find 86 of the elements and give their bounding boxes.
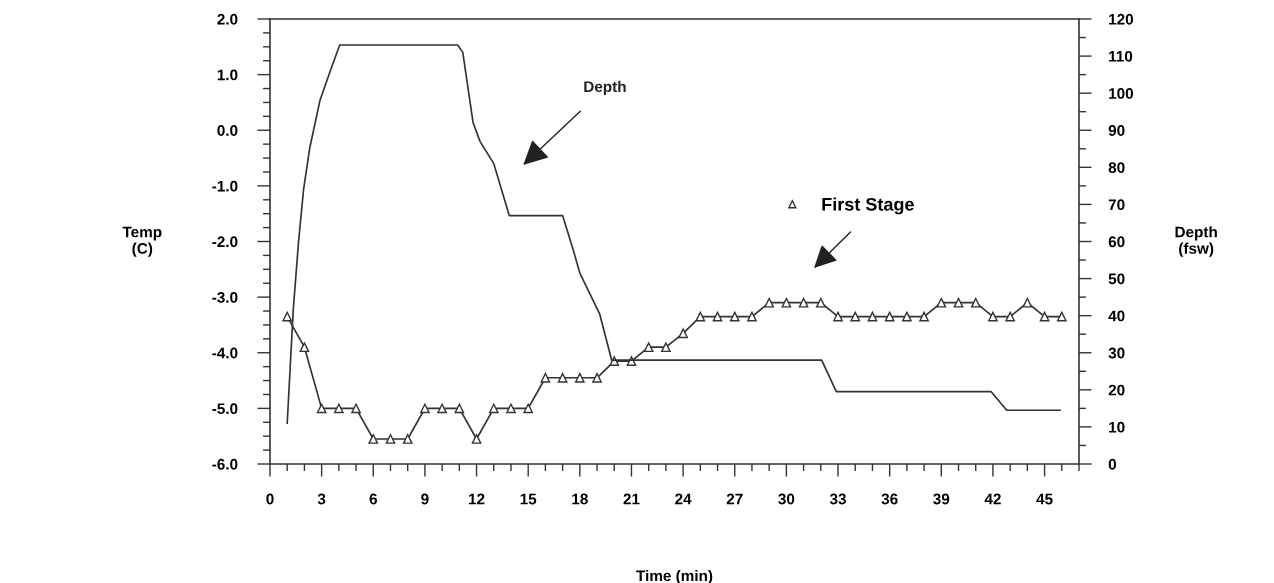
point (695, 311, 706, 322)
point (402, 434, 413, 444)
y-tick-label: -4.0 (212, 347, 238, 359)
point (712, 311, 723, 322)
x-tick-label: 42 (984, 493, 1001, 505)
x-tick-label: 33 (829, 493, 846, 505)
point (1056, 311, 1067, 322)
point (557, 372, 568, 383)
x-tick-label: 6 (369, 493, 377, 505)
x-tick-label: 36 (881, 493, 898, 505)
point (798, 297, 809, 308)
x-tick-label: 27 (726, 493, 743, 505)
y2-tick-label: 80 (1108, 162, 1125, 174)
x-tick-label: 9 (421, 493, 429, 505)
point (919, 311, 929, 322)
legend-label: First Stage (822, 197, 914, 215)
point (523, 403, 534, 414)
point (351, 403, 361, 414)
point (867, 311, 878, 322)
y2-tick-label: 40 (1108, 310, 1125, 322)
point (1005, 311, 1016, 322)
x-tick-label: 0 (266, 493, 274, 505)
point (299, 342, 310, 353)
y2-tick-label: 20 (1108, 384, 1125, 396)
point (953, 297, 964, 308)
x-tick-label: 3 (317, 493, 326, 505)
y-tick-label: 2.0 (217, 13, 238, 25)
point (643, 342, 654, 353)
point (540, 372, 551, 383)
point (1039, 311, 1050, 322)
point (988, 311, 998, 322)
y-tick-label: 1.0 (217, 69, 238, 81)
point (850, 311, 861, 322)
y2-axis-title: Depth (fsw) (1175, 226, 1217, 257)
point (970, 297, 981, 308)
point (506, 403, 516, 414)
y2-tick-label: 10 (1109, 421, 1125, 433)
point (764, 297, 775, 308)
y-tick-label: -2.0 (212, 236, 238, 248)
y2-tick-label: 120 (1109, 13, 1134, 25)
point (815, 297, 826, 308)
x-tick-label: 12 (469, 493, 485, 505)
y2-tick-label: 90 (1108, 125, 1125, 136)
y-tick-label: 0.0 (217, 125, 238, 136)
point (833, 311, 843, 322)
y-tick-label: -3.0 (212, 291, 238, 303)
y2-tick-label: 110 (1109, 50, 1133, 62)
annotation: Depth (584, 80, 626, 96)
point (316, 403, 327, 414)
point (781, 297, 792, 308)
point (747, 311, 757, 322)
y2-tick-label: 30 (1108, 347, 1125, 359)
point (574, 372, 585, 383)
y-tick-label: -1.0 (212, 180, 238, 192)
x-tick-label: 24 (675, 493, 692, 505)
x-tick-label: 45 (1036, 493, 1053, 505)
point (678, 328, 688, 339)
point (368, 434, 379, 444)
x-tick-label: 21 (623, 493, 640, 505)
y2-tick-label: 50 (1108, 273, 1125, 285)
y-tick-label: -5.0 (212, 403, 238, 415)
x-tick-label: 18 (572, 493, 588, 505)
x-tick-label: 39 (933, 493, 950, 505)
point (454, 403, 465, 414)
point (902, 311, 912, 322)
y2-tick-label: 0 (1108, 458, 1117, 470)
point (661, 342, 671, 353)
point (488, 403, 499, 414)
point (729, 311, 740, 322)
y-axis-title: Temp (C) (122, 226, 162, 257)
y2-tick-label: 100 (1109, 88, 1134, 99)
point (385, 434, 396, 444)
point (282, 311, 293, 322)
point (471, 434, 482, 444)
point (420, 403, 430, 414)
point (884, 311, 895, 322)
point (437, 403, 447, 414)
y2-tick-label: 60 (1108, 236, 1125, 248)
point (592, 372, 602, 383)
point (936, 297, 947, 308)
x-tick-label: 30 (778, 493, 795, 505)
point (333, 403, 344, 414)
point (1022, 297, 1033, 308)
y2-tick-label: 70 (1108, 199, 1125, 211)
x-tick-label: 15 (520, 493, 537, 505)
y-tick-label: -6.0 (212, 458, 238, 470)
